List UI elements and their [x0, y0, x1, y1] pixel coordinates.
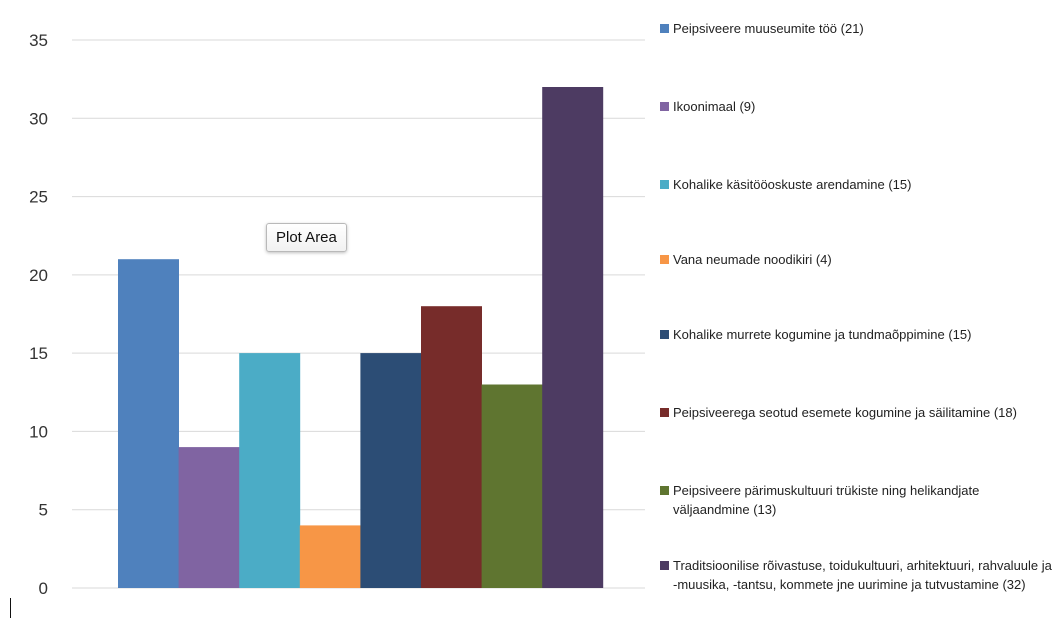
legend-swatch — [660, 102, 669, 111]
legend-swatch — [660, 255, 669, 264]
legend-item: Peipsiveere pärimuskultuuri trükiste nin… — [660, 481, 1052, 519]
bar[interactable] — [481, 384, 543, 589]
legend-item: Traditsioonilise rõivastuse, toidukultuu… — [660, 556, 1052, 594]
legend-label: Vana neumade noodikiri (4) — [673, 252, 832, 267]
legend-label: Peipsiveere pärimuskultuuri trükiste nin… — [673, 483, 980, 517]
plot-area-tooltip: Plot Area — [266, 223, 347, 252]
legend-swatch — [660, 561, 669, 570]
text-cursor — [10, 598, 11, 618]
bar[interactable] — [299, 525, 361, 588]
y-tick-label: 20 — [29, 266, 48, 285]
legend-swatch — [660, 24, 669, 33]
legend-item: Peipsiveere muuseumite töö (21) — [660, 19, 1052, 38]
legend-label: Kohalike murrete kogumine ja tundmaõppim… — [673, 327, 972, 342]
legend-swatch — [660, 180, 669, 189]
bar[interactable] — [178, 447, 240, 588]
bar-chart: 0 5 10 15 20 25 30 35 — [29, 31, 645, 598]
legend-item: Ikoonimaal (9) — [660, 97, 1052, 116]
legend-swatch — [660, 330, 669, 339]
bar[interactable] — [118, 259, 179, 588]
legend-label: Peipsiveere muuseumite töö (21) — [673, 21, 864, 36]
y-tick-label: 5 — [39, 501, 48, 520]
legend-item: Vana neumade noodikiri (4) — [660, 250, 1052, 269]
y-tick-label: 25 — [29, 188, 48, 207]
bar[interactable] — [360, 353, 422, 588]
y-tick-label: 35 — [29, 31, 48, 50]
legend-item: Kohalike murrete kogumine ja tundmaõppim… — [660, 325, 1052, 344]
legend-swatch — [660, 486, 669, 495]
y-tick-label: 15 — [29, 344, 48, 363]
legend-item: Kohalike käsitööoskuste arendamine (15) — [660, 175, 1052, 194]
bar[interactable] — [239, 353, 301, 588]
legend-label: Kohalike käsitööoskuste arendamine (15) — [673, 177, 912, 192]
legend-item: Peipsiveerega seotud esemete kogumine ja… — [660, 403, 1052, 422]
legend-label: Ikoonimaal (9) — [673, 99, 756, 114]
bar[interactable] — [421, 306, 482, 588]
legend-label: Traditsioonilise rõivastuse, toidukultuu… — [673, 558, 1052, 592]
bar[interactable] — [542, 87, 604, 588]
chart-legend: Peipsiveere muuseumite töö (21) Ikoonima… — [660, 0, 1052, 620]
legend-swatch — [660, 408, 669, 417]
legend-label: Peipsiveerega seotud esemete kogumine ja… — [673, 405, 1017, 420]
y-tick-label: 0 — [39, 579, 48, 598]
y-tick-label: 10 — [29, 422, 48, 441]
y-tick-label: 30 — [29, 109, 48, 128]
